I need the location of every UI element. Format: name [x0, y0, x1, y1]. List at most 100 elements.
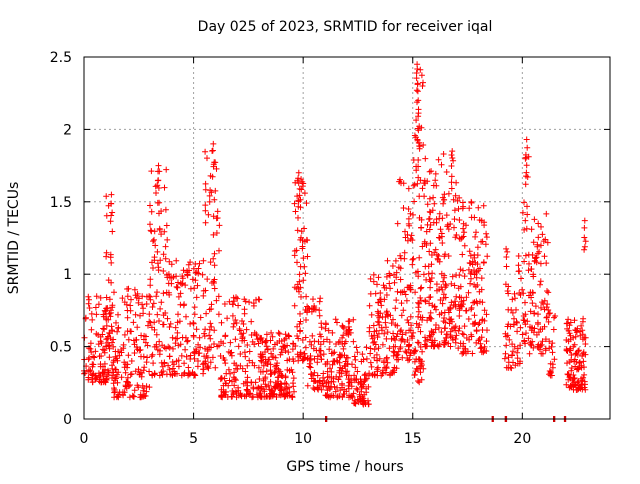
- data-point: [278, 349, 285, 356]
- data-point: [154, 248, 161, 255]
- data-point: [183, 353, 190, 360]
- data-point: [208, 323, 215, 330]
- data-point: [444, 223, 451, 230]
- data-point: [119, 295, 126, 302]
- data-point: [423, 242, 430, 248]
- data-point: [442, 251, 449, 258]
- data-point: [468, 214, 475, 221]
- data-point: [101, 347, 108, 354]
- data-point: [449, 325, 455, 332]
- data-point: [196, 260, 203, 267]
- data-point: [428, 339, 435, 346]
- data-point: [439, 194, 446, 201]
- data-point: [511, 315, 517, 322]
- data-point: [202, 207, 209, 214]
- data-point: [87, 367, 94, 374]
- data-point: [211, 250, 218, 257]
- data-point: [522, 340, 529, 347]
- data-point: [438, 161, 445, 168]
- data-point: [296, 192, 303, 199]
- data-point: [248, 318, 255, 325]
- data-point: [192, 277, 199, 284]
- data-point: [244, 342, 251, 348]
- data-point: [150, 238, 156, 245]
- data-point: [393, 297, 400, 304]
- data-point: [379, 341, 386, 348]
- data-point: [204, 364, 211, 371]
- data-point: [564, 325, 571, 332]
- data-point: [132, 368, 139, 375]
- data-point: [453, 179, 460, 186]
- data-point: [153, 293, 160, 300]
- data-point: [166, 366, 173, 373]
- data-point: [371, 371, 378, 378]
- data-point: [101, 326, 108, 333]
- data-point: [211, 341, 217, 347]
- data-point: [110, 336, 117, 343]
- data-point: [99, 370, 106, 377]
- data-point: [440, 278, 447, 285]
- data-point: [391, 369, 398, 376]
- data-point: [337, 352, 344, 359]
- data-point: [371, 354, 378, 361]
- data-point: [209, 173, 216, 180]
- data-point: [481, 307, 488, 314]
- data-point: [387, 312, 394, 319]
- x-tick-label: 10: [294, 431, 312, 447]
- data-point: [572, 327, 579, 333]
- data-point: [393, 274, 400, 281]
- data-point: [153, 190, 159, 196]
- data-point: [273, 365, 280, 372]
- data-point: [370, 322, 377, 329]
- data-point: [383, 364, 390, 370]
- data-point: [107, 251, 114, 258]
- data-point: [529, 300, 536, 307]
- data-point: [367, 359, 374, 366]
- data-point: [229, 301, 236, 308]
- data-point: [181, 360, 188, 367]
- data-point: [109, 302, 116, 309]
- data-point: [259, 351, 266, 358]
- data-point: [417, 294, 424, 301]
- data-point: [448, 163, 455, 169]
- data-point: [416, 214, 423, 221]
- data-point: [571, 317, 578, 324]
- data-point: [298, 228, 305, 235]
- data-point: [164, 236, 171, 243]
- data-point: [249, 338, 256, 345]
- data-point: [172, 324, 179, 331]
- data-point: [434, 287, 440, 294]
- data-point: [407, 210, 414, 217]
- data-point: [472, 320, 479, 327]
- data-point: [449, 148, 456, 155]
- data-point: [415, 110, 422, 117]
- data-point: [327, 365, 333, 372]
- data-point: [410, 211, 416, 218]
- data-point: [227, 339, 234, 346]
- data-point: [163, 166, 170, 173]
- data-point: [522, 299, 528, 306]
- data-point: [147, 276, 154, 283]
- data-point: [244, 379, 251, 386]
- data-point: [297, 236, 304, 243]
- data-point: [100, 379, 107, 386]
- data-point: [162, 310, 169, 316]
- data-point: [207, 187, 214, 194]
- data-point: [509, 341, 516, 348]
- data-point: [294, 323, 301, 330]
- data-point: [292, 343, 299, 349]
- data-point: [285, 349, 292, 356]
- data-point: [162, 206, 169, 213]
- data-point: [230, 320, 237, 327]
- data-point: [255, 384, 262, 391]
- data-point: [480, 202, 487, 209]
- y-axis-label: SRMTID / TECUs: [6, 182, 22, 295]
- data-point: [381, 358, 387, 364]
- data-point: [525, 335, 532, 342]
- data-point: [423, 228, 430, 235]
- data-point: [306, 360, 313, 367]
- data-point: [232, 336, 239, 343]
- data-point: [468, 275, 474, 282]
- data-point: [433, 281, 440, 288]
